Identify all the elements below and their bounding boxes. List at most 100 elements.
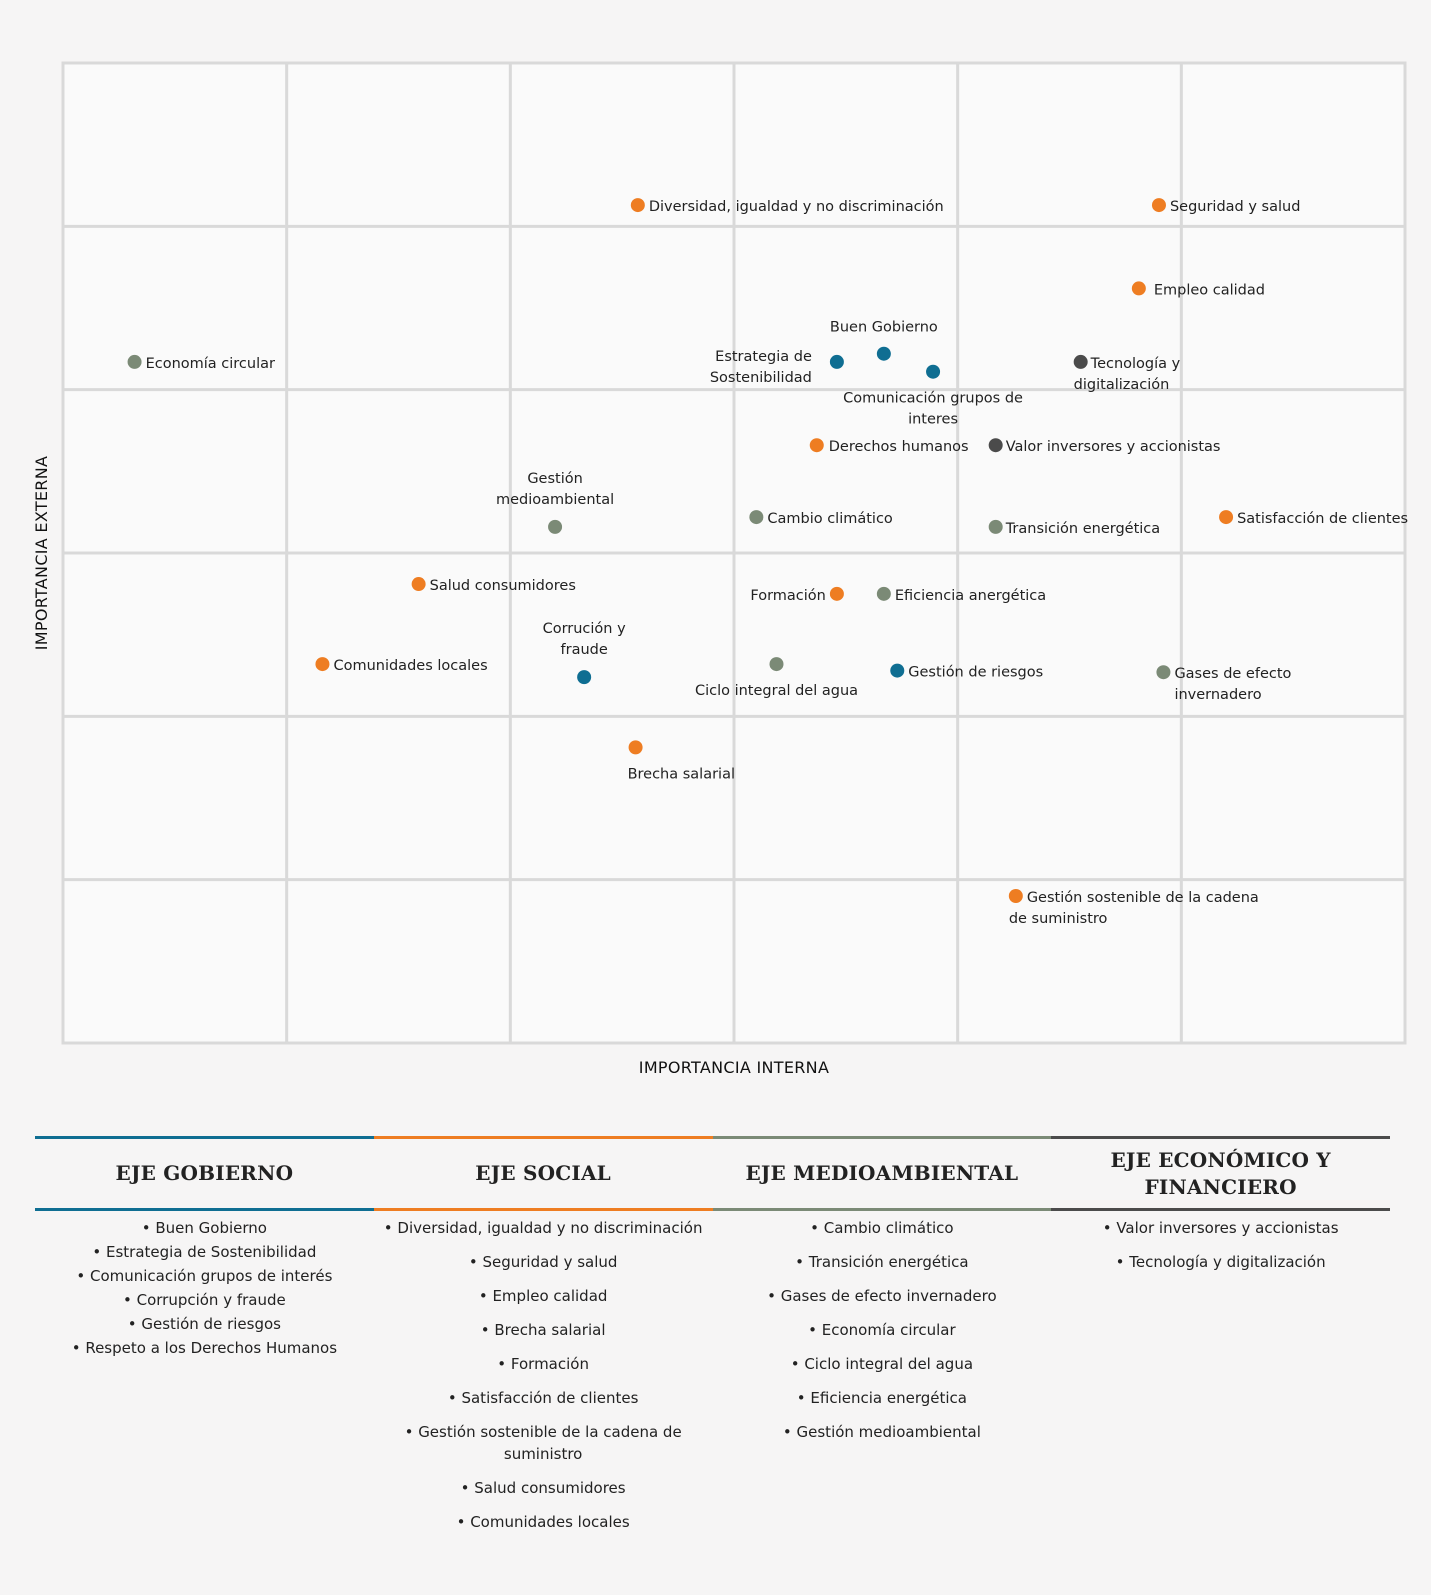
axis-rule-top xyxy=(712,1136,1052,1139)
data-point-social xyxy=(1219,510,1234,525)
data-point-social xyxy=(1151,198,1166,213)
axis-list-item: Eficiencia energética xyxy=(723,1387,1042,1409)
data-point-social xyxy=(1008,889,1023,903)
axis-list-item: Salud consumidores xyxy=(384,1477,703,1499)
axis-list-item: Gases de efecto invernadero xyxy=(723,1285,1042,1307)
data-point-medioambiental xyxy=(988,519,1003,534)
data-point-label-line: fraude xyxy=(561,642,608,658)
data-point-label: Seguridad y salud xyxy=(1170,199,1300,215)
axis-item-list: Valor inversores y accionistas Tecnología… xyxy=(1051,1211,1390,1273)
data-point-medioambiental xyxy=(769,657,784,672)
data-point-medioambiental xyxy=(876,586,891,601)
data-point-label: Cambio climático xyxy=(767,511,893,527)
axis-list-item: Formación xyxy=(384,1353,703,1375)
data-point-label: Tecnología y digitalización xyxy=(1074,356,1181,393)
data-point-gobierno xyxy=(829,354,844,369)
axis-list-item: Valor inversores y accionistas xyxy=(1061,1217,1380,1239)
axis-list-item: Ciclo integral del agua xyxy=(723,1353,1042,1375)
data-point-label: Economía circular xyxy=(146,356,275,372)
data-point-label-line: Diversidad, igualdad y no discriminación xyxy=(649,199,944,215)
y-axis-title: IMPORTANCIA EXTERNA xyxy=(32,456,51,651)
axis-list-item: Brecha salarial xyxy=(384,1319,703,1341)
data-point-label-line: Sostenibilidad xyxy=(710,370,812,386)
axis-column-medioambiental: EJE MEDIOAMBIENTAL Cambio climático Transi… xyxy=(712,1136,1052,1455)
data-point-label-line: Corrución y xyxy=(543,621,627,637)
data-point-medioambiental xyxy=(127,354,142,369)
axis-column-economico: EJE ECONÓMICO Y FINANCIERO Valor inversor… xyxy=(1051,1136,1390,1285)
axis-list-item: Buen Gobierno xyxy=(45,1217,364,1239)
axis-column-social: EJE SOCIAL Diversidad, igualdad y no disc… xyxy=(373,1136,713,1545)
data-points: Buen Gobierno Estrategia de Sostenibilidad… xyxy=(127,198,1408,927)
x-axis-title: IMPORTANCIA INTERNA xyxy=(639,1058,829,1077)
data-point-label-line: Satisfacción de clientes xyxy=(1237,511,1408,527)
data-point-gobierno xyxy=(876,346,891,361)
axis-title: EJE SOCIAL xyxy=(475,1161,611,1185)
data-point-economico xyxy=(1073,354,1088,369)
data-point-label-line: Derechos humanos xyxy=(829,439,969,455)
data-point-label-line: Gestión sostenible de la cadena xyxy=(1027,890,1259,906)
data-point-label-line: Cambio climático xyxy=(767,511,893,527)
data-point-label: Gestión medioambiental xyxy=(496,471,614,508)
data-point-label-line: Estrategia de xyxy=(715,349,812,365)
data-point-social xyxy=(411,577,426,592)
axis-list-item: Respeto a los Derechos Humanos xyxy=(45,1337,364,1359)
data-point-label-line: Empleo calidad xyxy=(1154,282,1265,298)
axis-list-item: Diversidad, igualdad y no discriminación xyxy=(384,1217,703,1239)
axis-title: EJE ECONÓMICO Y FINANCIERO xyxy=(1110,1147,1331,1199)
data-point-label-line: Valor inversores y accionistas xyxy=(1006,439,1221,455)
data-point-medioambiental xyxy=(1156,665,1171,680)
axis-item-list: Diversidad, igualdad y no discriminación… xyxy=(374,1211,713,1533)
data-point-social xyxy=(315,657,330,672)
axis-list-item: Empleo calidad xyxy=(384,1285,703,1307)
axis-list-item: Corrupción y fraude xyxy=(45,1289,364,1311)
data-point-label: Gestión de riesgos xyxy=(908,665,1043,681)
axis-list-item: Estrategia de Sostenibilidad xyxy=(45,1241,364,1263)
data-point-label: Buen Gobierno xyxy=(830,320,938,336)
axis-list-item: Gestión sostenible de la cadena de sumin… xyxy=(384,1421,703,1465)
data-point-label-line: Comunicación grupos de xyxy=(843,391,1023,407)
axis-rule-top xyxy=(1051,1136,1390,1139)
data-point-label-line: medioambiental xyxy=(496,492,614,508)
materiality-chart: Buen Gobierno Estrategia de Sostenibilidad… xyxy=(32,61,1408,1077)
axis-title: EJE GOBIERNO xyxy=(115,1161,294,1185)
axis-list-item: Cambio climático xyxy=(723,1217,1042,1239)
data-point-label-line: Ciclo integral del agua xyxy=(695,683,858,699)
data-point-label-line: Salud consumidores xyxy=(430,578,576,594)
data-point-label-line: digitalización xyxy=(1074,377,1170,393)
data-point-label-line: Gestión xyxy=(527,471,583,487)
data-point-medioambiental xyxy=(749,510,764,525)
data-point-label-line: Transición energética xyxy=(1005,521,1160,537)
data-point-label: Gestión sostenible de la cadena de sumini… xyxy=(1009,890,1259,927)
data-point-label: Brecha salarial xyxy=(628,766,735,782)
data-point-label: Ciclo integral del agua xyxy=(695,683,858,699)
data-point-label: Derechos humanos xyxy=(829,439,969,455)
data-point-label-line: Comunidades locales xyxy=(333,658,487,674)
data-point-label: Formación xyxy=(750,588,825,604)
axis-list-item: Comunidades locales xyxy=(384,1511,703,1533)
axis-list-item: Tecnología y digitalización xyxy=(1061,1251,1380,1273)
axis-list-item: Comunicación grupos de interés xyxy=(45,1265,364,1287)
data-point-label: Corrución y fraude xyxy=(543,621,627,658)
axis-title: EJE MEDIOAMBIENTAL xyxy=(745,1161,1019,1185)
data-point-social xyxy=(628,740,643,755)
axis-rule-bottom xyxy=(373,1208,713,1211)
data-point-label-line: Tecnología y xyxy=(1090,356,1181,372)
axis-list-item: Gestión medioambiental xyxy=(723,1421,1042,1443)
data-point-economico xyxy=(988,438,1003,453)
data-point-label-line: Brecha salarial xyxy=(628,766,735,782)
axis-list-item: Economía circular xyxy=(723,1319,1042,1341)
data-point-label: Comunicación grupos de interes xyxy=(843,391,1023,428)
axis-rule-top xyxy=(373,1136,713,1139)
data-point-label-line: interes xyxy=(908,412,958,428)
axis-item-list: Cambio climático Transición energética Gas… xyxy=(713,1211,1052,1443)
data-point-label: Diversidad, igualdad y no discriminación xyxy=(649,199,944,215)
axis-list-item: Transición energética xyxy=(723,1251,1042,1273)
axis-rule-bottom xyxy=(712,1208,1052,1211)
data-point-label-line: Formación xyxy=(750,588,825,604)
data-point-social xyxy=(829,586,844,601)
axis-rule-bottom xyxy=(35,1208,374,1211)
data-point-social xyxy=(1131,281,1146,296)
axis-list-item: Satisfacción de clientes xyxy=(384,1387,703,1409)
